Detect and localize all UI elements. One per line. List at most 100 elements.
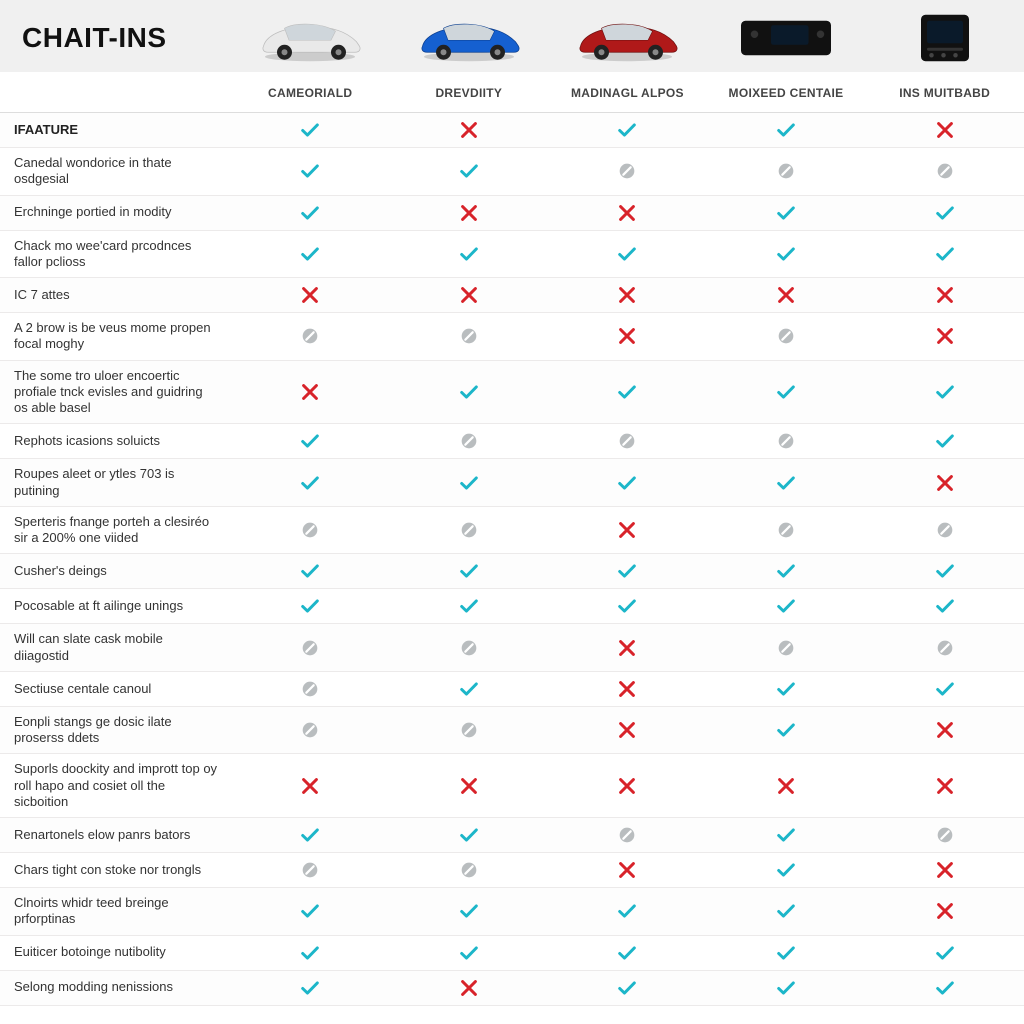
cell — [548, 754, 707, 818]
cell — [390, 506, 549, 554]
cross-icon — [616, 325, 638, 347]
feature-col-header — [0, 72, 231, 113]
cell — [865, 360, 1024, 424]
cross-icon — [934, 719, 956, 741]
check-icon — [775, 119, 797, 141]
row-label: A 2 brow is be veus mome propen focal mo… — [0, 313, 231, 361]
check-icon — [299, 119, 321, 141]
table-row: Selong modding nenissions — [0, 970, 1024, 1005]
cell — [548, 589, 707, 624]
check-icon — [616, 243, 638, 265]
neutral-icon — [934, 637, 956, 659]
neutral-icon — [934, 160, 956, 182]
check-icon — [934, 202, 956, 224]
neutral-icon — [458, 637, 480, 659]
neutral-icon — [458, 519, 480, 541]
check-icon — [616, 381, 638, 403]
cell — [390, 195, 549, 230]
table-row: Will can slate cask mobile diiagostid — [0, 624, 1024, 672]
cell — [707, 195, 866, 230]
cell — [390, 818, 549, 853]
car-white-icon — [250, 10, 370, 66]
cell — [865, 195, 1024, 230]
check-icon — [934, 595, 956, 617]
check-icon — [616, 560, 638, 582]
cell — [865, 113, 1024, 148]
cell — [231, 230, 390, 278]
page-title: CHAIT-INS — [22, 22, 225, 54]
col-header: DREVDIITY — [390, 72, 549, 113]
neutral-icon — [299, 678, 321, 700]
cross-icon — [458, 119, 480, 141]
cell — [707, 506, 866, 554]
cell — [390, 313, 549, 361]
table-row: Cusher's deings — [0, 554, 1024, 589]
cell — [548, 706, 707, 754]
check-icon — [299, 977, 321, 999]
table-row: Euiticer botoinge nutibolity — [0, 935, 1024, 970]
cell — [231, 935, 390, 970]
cross-icon — [616, 637, 638, 659]
cell — [390, 888, 549, 936]
cell — [231, 624, 390, 672]
cell — [865, 554, 1024, 589]
neutral-icon — [775, 430, 797, 452]
cell — [548, 148, 707, 196]
cell — [390, 589, 549, 624]
cell — [231, 671, 390, 706]
row-label: Canedal wondorice in thate osdgesial — [0, 148, 231, 196]
check-icon — [458, 243, 480, 265]
cell — [548, 671, 707, 706]
table-header: CHAIT-INS — [0, 0, 1024, 113]
cross-icon — [775, 775, 797, 797]
cell — [707, 113, 866, 148]
cell — [548, 313, 707, 361]
check-icon — [775, 859, 797, 881]
cell — [548, 360, 707, 424]
row-label: Erchninge portied in modity — [0, 195, 231, 230]
row-label: Rephots icasions soluicts — [0, 424, 231, 459]
table-row: Canedal wondorice in thate osdgesial — [0, 148, 1024, 196]
cell — [231, 970, 390, 1005]
cross-icon — [934, 284, 956, 306]
device-square-icon — [885, 10, 1005, 66]
row-label: Sperteris fnange porteh a clesiréo sir a… — [0, 506, 231, 554]
row-label: Chack mo wee'card prcodnces fallor pclio… — [0, 230, 231, 278]
check-icon — [934, 381, 956, 403]
check-icon — [299, 160, 321, 182]
cell — [548, 230, 707, 278]
row-label: Pocosable at ft ailinge unings — [0, 589, 231, 624]
cell — [707, 624, 866, 672]
cell — [390, 554, 549, 589]
cell — [707, 278, 866, 313]
cell — [390, 935, 549, 970]
cell — [390, 754, 549, 818]
device-wide-icon — [726, 10, 846, 66]
cell — [865, 506, 1024, 554]
check-icon — [775, 472, 797, 494]
cell — [707, 230, 866, 278]
check-icon — [934, 430, 956, 452]
cell — [707, 459, 866, 507]
check-icon — [458, 560, 480, 582]
cell — [390, 706, 549, 754]
col-thumb — [231, 0, 390, 72]
col-thumb — [865, 0, 1024, 72]
check-icon — [775, 381, 797, 403]
neutral-icon — [616, 824, 638, 846]
neutral-icon — [299, 719, 321, 741]
neutral-icon — [775, 325, 797, 347]
cell — [548, 853, 707, 888]
cross-icon — [616, 859, 638, 881]
table-row: Rephots icasions soluicts — [0, 424, 1024, 459]
cell — [865, 853, 1024, 888]
cell — [231, 113, 390, 148]
neutral-icon — [775, 160, 797, 182]
check-icon — [299, 824, 321, 846]
table-row: Renartonels elow panrs bators — [0, 818, 1024, 853]
row-label: The some tro uloer encoertic profiale tn… — [0, 360, 231, 424]
car-red-icon — [567, 10, 687, 66]
check-icon — [458, 160, 480, 182]
check-icon — [775, 900, 797, 922]
table-row: Sperteris fnange porteh a clesiréo sir a… — [0, 506, 1024, 554]
